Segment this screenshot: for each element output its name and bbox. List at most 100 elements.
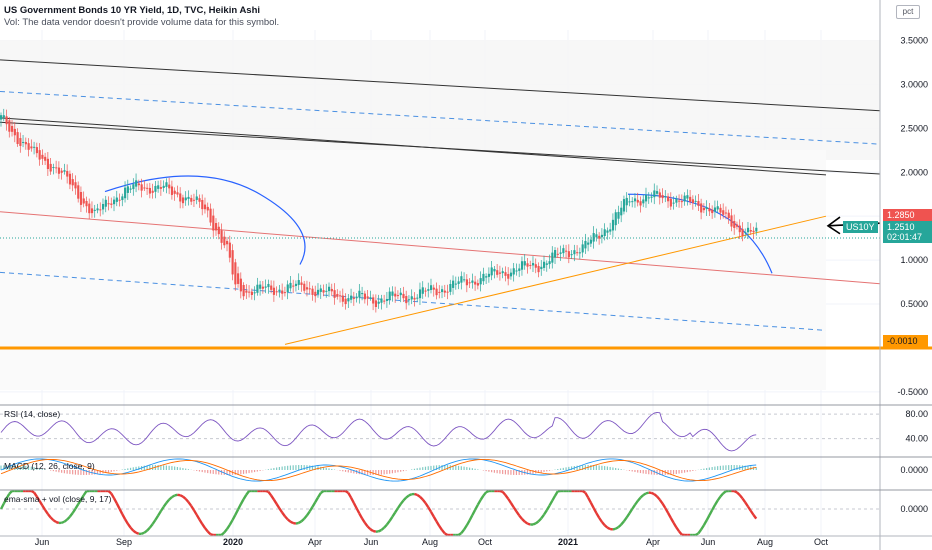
ema-sma-segment [482,491,488,497]
macd-histogram-bar [692,470,694,471]
ema-sma-segment [527,522,531,526]
macd-histogram-bar [576,465,578,470]
macd-histogram-bar [430,465,432,470]
macd-histogram-bar [411,469,413,470]
macd-pane-label[interactable]: MACD (12, 26, close, 9) [4,461,95,471]
ema-sma-segment [622,516,628,523]
ema-sma-segment [471,509,477,516]
macd-histogram-bar [620,469,622,470]
ema-sma-segment [532,522,537,526]
candle-body [16,132,19,144]
ema-sma-segment [515,510,521,517]
ema-sma-segment [151,519,157,525]
candle-body [543,261,546,268]
candle-body [385,298,389,301]
ema-sma-pane-label[interactable]: ema-sma + vol (close, 9, 17) [4,494,112,504]
macd-histogram-bar [58,470,60,473]
candle-body [333,290,336,298]
macd-histogram-bar [30,466,32,470]
macd-histogram-bar [96,470,99,475]
macd-histogram-bar [50,470,52,471]
ema-sma-segment [192,509,198,516]
candle-body [529,264,532,266]
ema-sma-segment [432,516,438,523]
channel-band [0,40,880,160]
candle-body [738,225,741,233]
candle-body [394,293,397,297]
candle-body [162,185,165,188]
ema-sma-segment [388,516,394,522]
ema-sma-segment [38,500,44,507]
ema-sma-segment [55,520,60,525]
ema-sma-segment [639,494,645,499]
macd-histogram-bar [463,466,465,470]
candle-body [60,170,63,173]
macd-histogram-bar [251,470,253,473]
time-axis-label: Jun [364,537,379,547]
candle-body [402,293,405,299]
rsi-pane-label[interactable]: RSI (14, close) [4,409,61,419]
macd-histogram-bar [728,465,730,470]
ema-sma-segment [669,517,675,524]
ema-sma-segment [115,502,121,510]
candle-body [30,146,33,149]
macd-histogram-bar [63,470,65,474]
candle-body [523,261,526,266]
ema-axis-label: 0.0000 [900,504,928,514]
macd-histogram-bar [3,465,5,470]
candle-body [664,196,667,198]
candle-body [559,252,562,254]
candle-body [118,199,121,201]
ema-sma-segment [617,523,622,528]
macd-histogram-bar [471,468,473,470]
macd-histogram-bar [152,465,154,470]
candle-body [220,230,223,243]
ema-sma-segment [372,529,377,533]
candle-body [124,187,127,199]
candle-body [66,170,69,177]
ema-sma-segment [612,527,616,531]
ema-sma-segment [71,508,77,514]
rsi-line [0,411,757,452]
macd-histogram-bar [700,469,702,470]
ema-sma-segment [184,498,190,503]
ema-sma-segment [281,511,286,517]
ema-sma-segment [399,499,405,505]
candle-body [631,201,634,203]
ema-sma-segment [112,497,118,504]
ema-sma-segment [554,490,559,497]
ema-sma-segment [438,525,444,531]
percent-scale-button[interactable]: pct [896,5,920,19]
candle-body [52,167,55,169]
candle-body [490,267,493,276]
ema-sma-segment [391,511,397,518]
macd-histogram-bar [413,468,416,470]
macd-histogram-bar [452,465,454,470]
ema-sma-segment [314,496,320,503]
ema-sma-segment [201,523,206,529]
candles-layer [0,108,758,313]
candle-body [633,198,637,202]
candle-body [341,295,344,302]
macd-histogram-bar [405,470,407,471]
macd-histogram-bar [488,470,490,472]
candle-body [74,182,77,189]
time-axis-label: Aug [422,537,438,547]
ema-sma-segment [52,519,57,524]
candle-body [515,270,518,272]
candle-body [132,184,135,190]
candle-body [374,300,378,308]
candle-body [170,186,174,195]
macd-histogram-bar [55,470,57,472]
macd-histogram-bar [378,470,380,475]
candle-body [248,291,251,293]
macd-histogram-bar [8,465,10,470]
candle-body [146,187,149,189]
candle-body [595,234,598,238]
ema-sma-segment [41,504,47,511]
ema-sma-segment [223,528,228,534]
candle-body [231,250,234,275]
macd-histogram-bar [532,470,534,474]
ema-sma-segment [118,508,124,515]
